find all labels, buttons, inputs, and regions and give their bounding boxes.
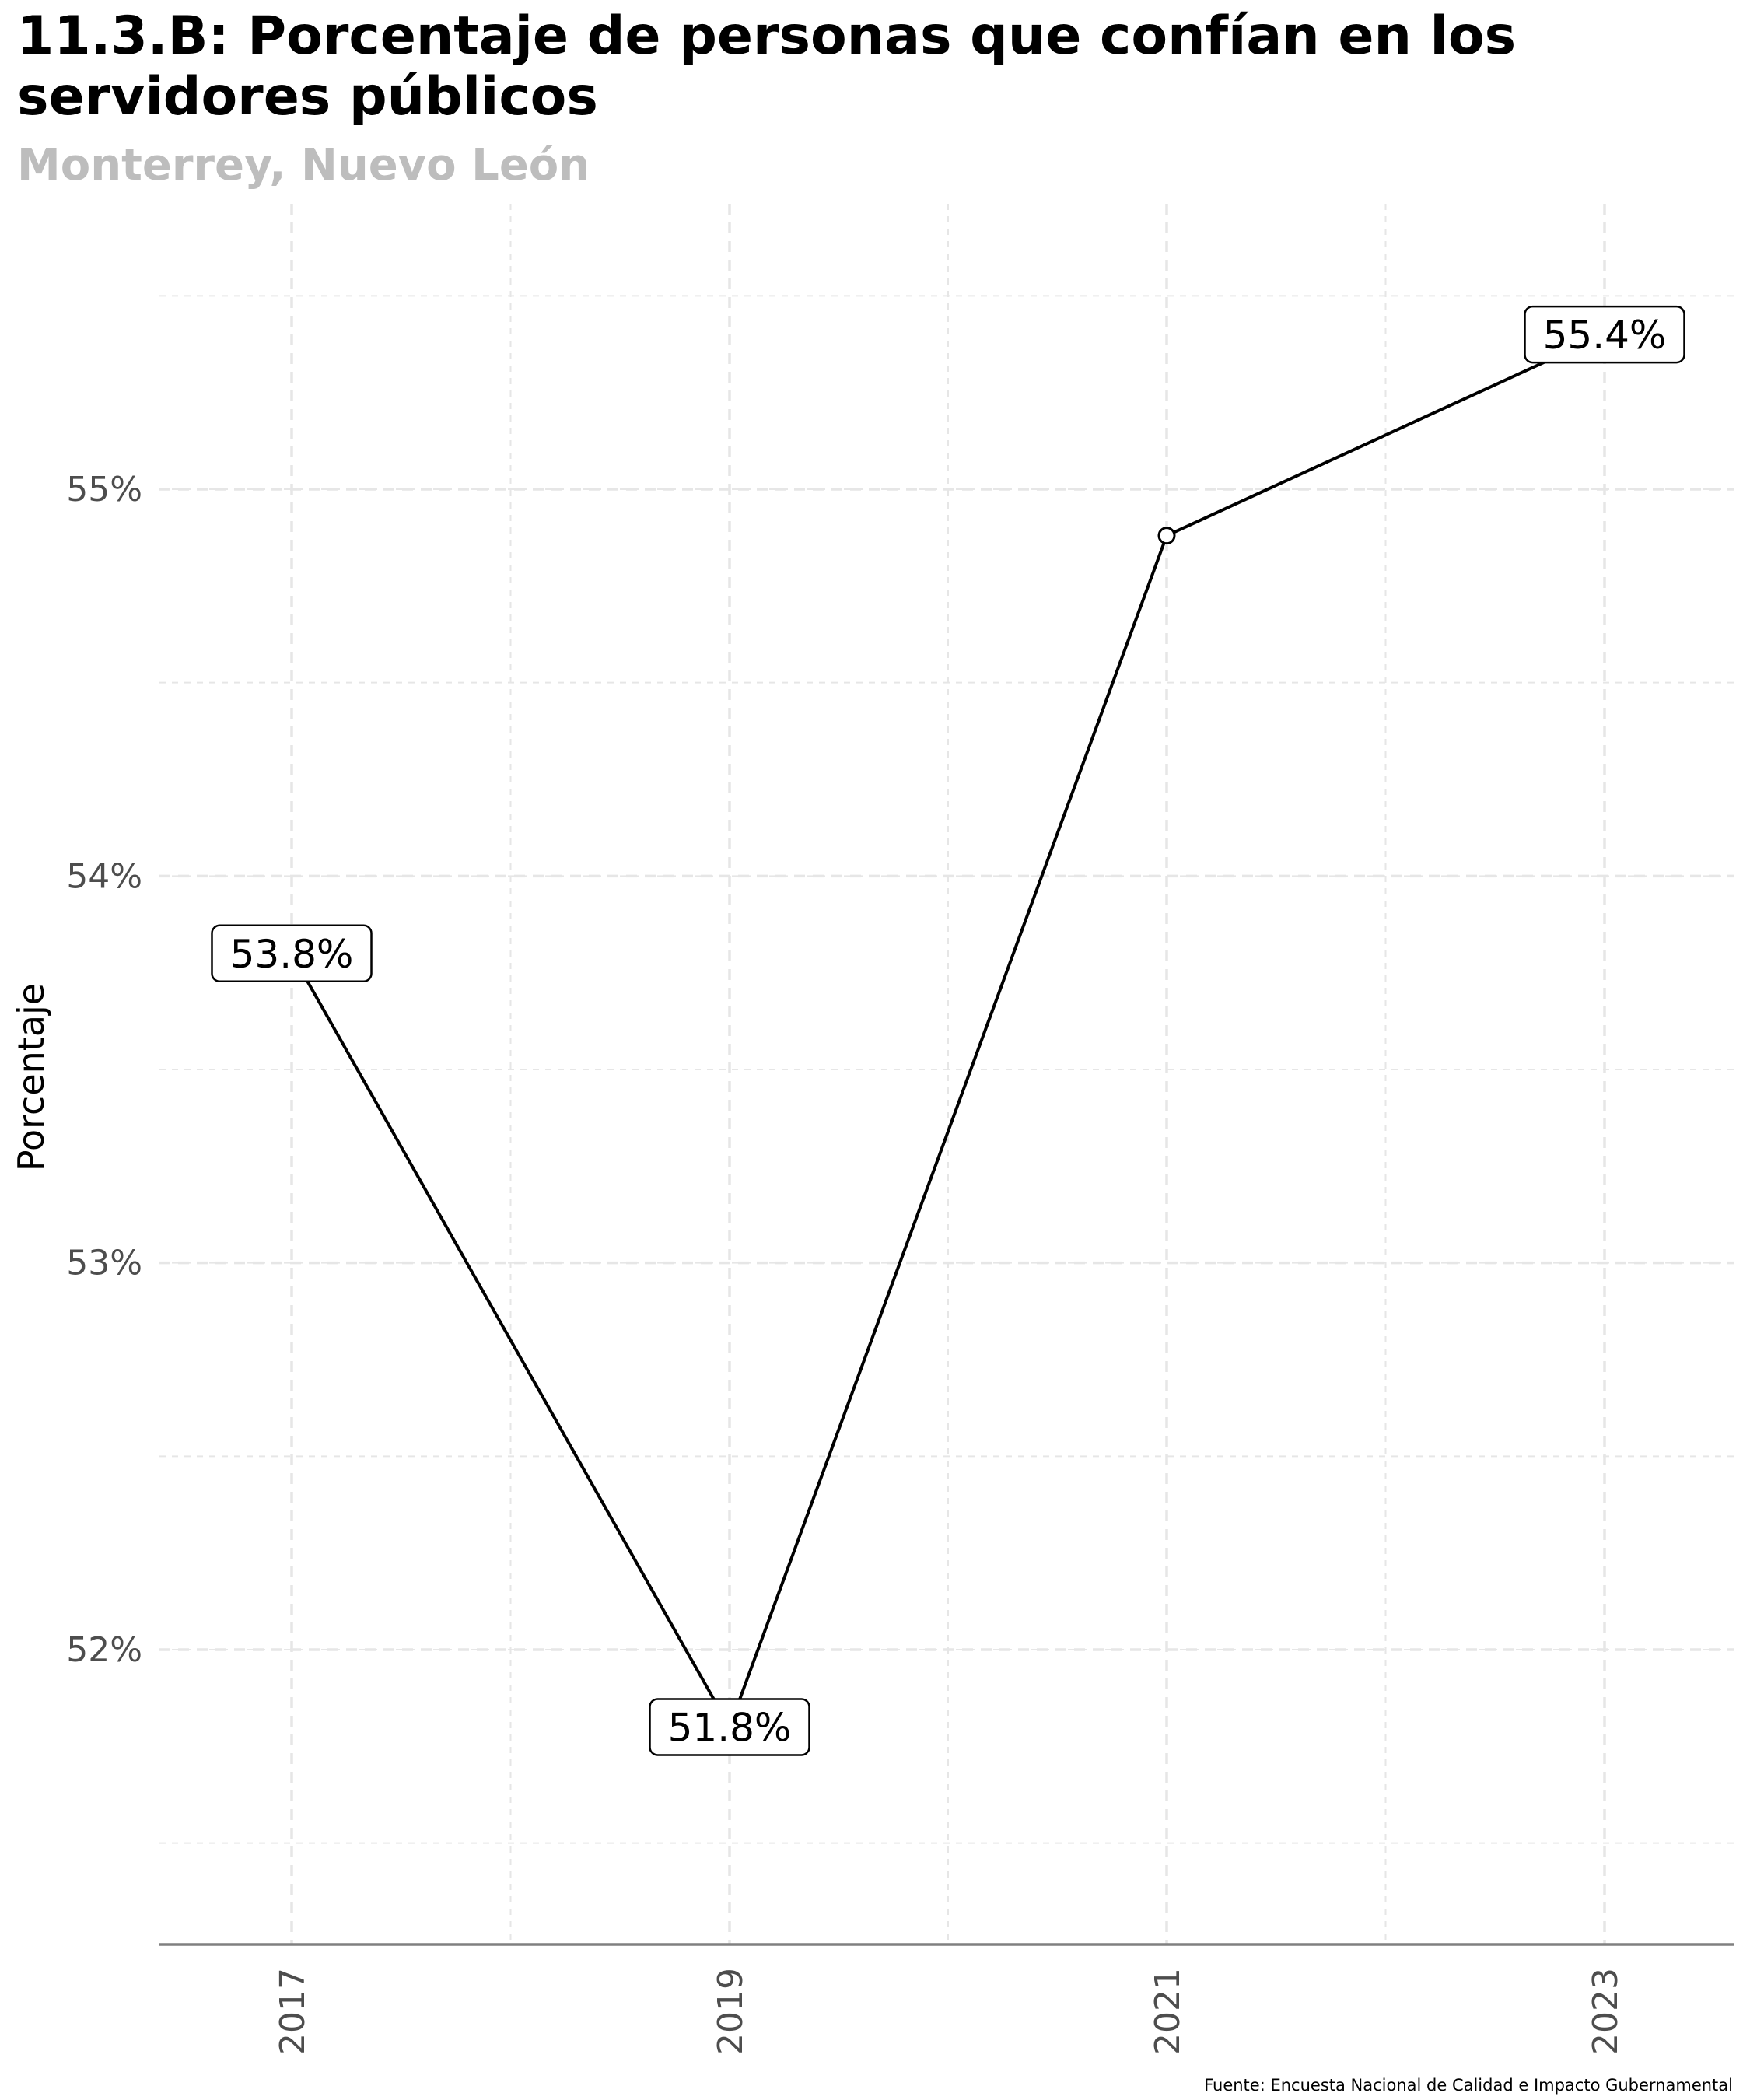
data-point <box>1157 527 1176 545</box>
x-tick-label: 2021 <box>1148 1968 1188 2055</box>
chart-subtitle: Monterrey, Nuevo León <box>17 140 590 191</box>
y-axis-title: Porcentaje <box>10 983 52 1171</box>
y-tick-label: 52% <box>66 1630 142 1670</box>
y-tick-label: 54% <box>66 856 142 896</box>
axes: 52% 53% 54% 55% 2017 2019 2021 2023 <box>66 470 1734 2055</box>
chart-title: 11.3.B: Porcentaje de personas que confí… <box>17 5 1517 128</box>
x-tick-label: 2023 <box>1586 1968 1626 2055</box>
data-label-box <box>1524 305 1685 364</box>
series-line <box>290 333 1605 1729</box>
data-labels: 53.8% 51.8% 55.4% <box>211 305 1685 1756</box>
data-label: 55.4% <box>1543 313 1667 358</box>
data-label-box <box>211 924 373 983</box>
y-tick-label: 55% <box>66 470 142 509</box>
y-tick-label: 53% <box>66 1244 142 1283</box>
data-label-box <box>649 1698 810 1756</box>
data-label: 51.8% <box>668 1705 792 1750</box>
source-caption: Fuente: Encuesta Nacional de Calidad e I… <box>1204 2076 1733 2095</box>
grid-lines <box>159 204 1734 1944</box>
data-label: 53.8% <box>230 932 354 977</box>
x-tick-label: 2017 <box>273 1968 313 2055</box>
x-tick-label: 2019 <box>711 1968 751 2055</box>
